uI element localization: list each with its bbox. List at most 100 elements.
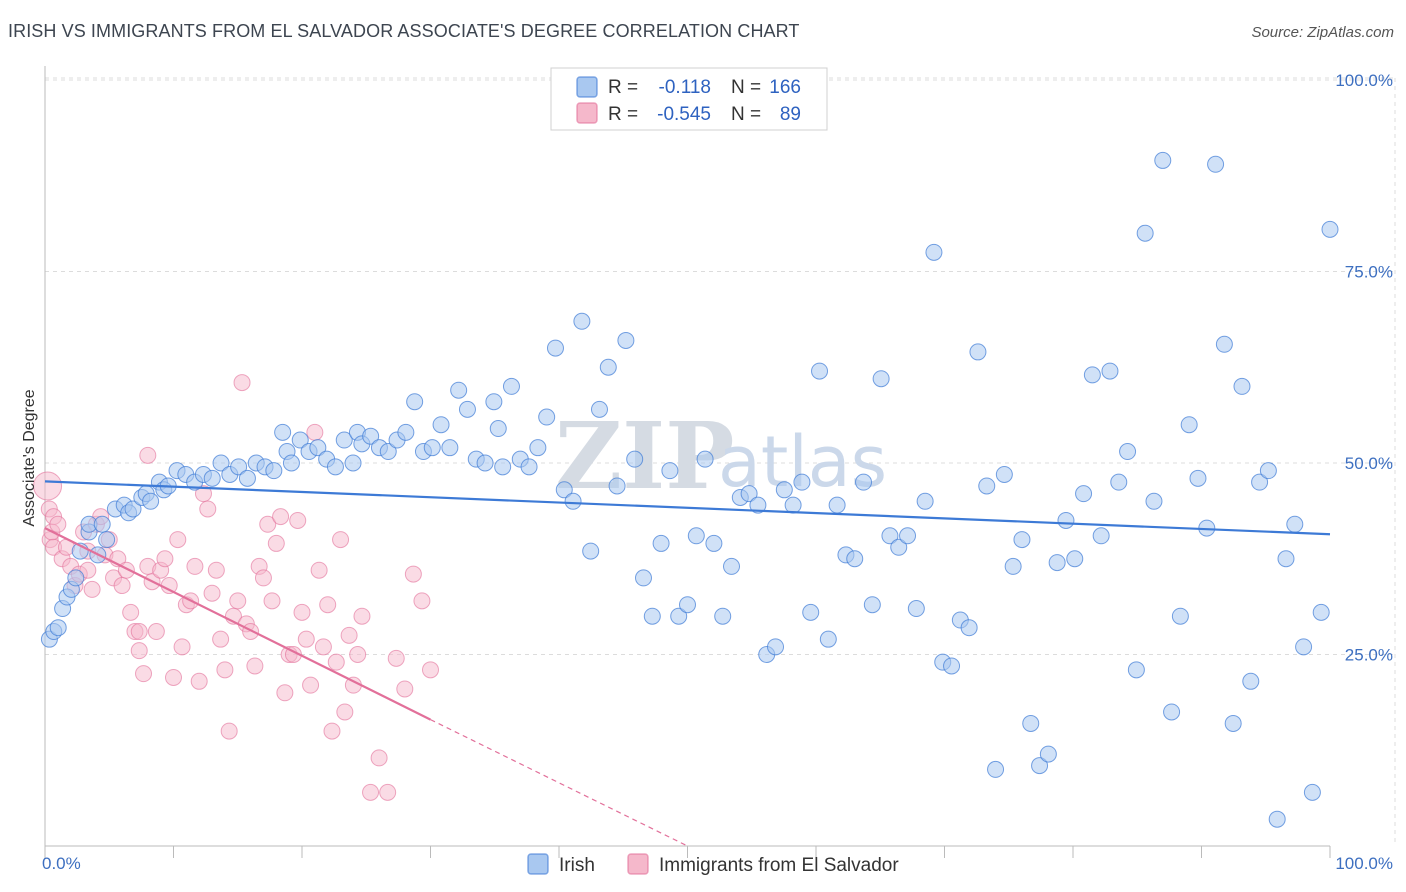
salvador-point bbox=[79, 561, 97, 579]
irish-point bbox=[1189, 469, 1207, 487]
irish-point bbox=[1233, 377, 1251, 395]
irish-point bbox=[489, 420, 507, 438]
salvador-point bbox=[83, 580, 101, 598]
irish-point bbox=[282, 454, 300, 472]
irish-point bbox=[925, 243, 943, 261]
irish-point bbox=[907, 600, 925, 618]
irish-points bbox=[40, 151, 1339, 828]
irish-point bbox=[802, 603, 820, 621]
bottom-legend-irish: Irish bbox=[559, 855, 595, 876]
irish-point bbox=[291, 431, 309, 449]
salvador-point bbox=[233, 374, 251, 392]
salvador-point bbox=[404, 565, 422, 583]
salvador-point bbox=[314, 638, 332, 656]
irish-point bbox=[1268, 810, 1286, 828]
irish-point bbox=[335, 431, 353, 449]
irish-point bbox=[1101, 362, 1119, 380]
y-tick-labels: 100.0% 75.0% 50.0% 25.0% bbox=[1335, 71, 1393, 665]
irish-point bbox=[93, 515, 111, 533]
irish-point bbox=[582, 542, 600, 560]
irish-point bbox=[890, 538, 908, 556]
irish-point bbox=[811, 362, 829, 380]
irish-point bbox=[441, 439, 459, 457]
irish-point bbox=[1083, 366, 1101, 384]
irish-point bbox=[960, 619, 978, 637]
irish-point bbox=[326, 458, 344, 476]
irish-point bbox=[476, 454, 494, 472]
watermark: ZIP atlas bbox=[555, 402, 887, 510]
salvador-point bbox=[310, 561, 328, 579]
irish-point bbox=[1277, 550, 1295, 568]
salvador-point bbox=[362, 783, 380, 801]
legend-r-label: R = bbox=[608, 104, 638, 125]
irish-point bbox=[1163, 703, 1181, 721]
salvador-point bbox=[220, 722, 238, 740]
salvador-point bbox=[387, 649, 405, 667]
axes bbox=[44, 66, 1331, 858]
legend-r-value: -0.545 bbox=[657, 104, 711, 125]
irish-point bbox=[423, 439, 441, 457]
irish-point bbox=[142, 492, 160, 510]
irish-point bbox=[1092, 527, 1110, 545]
irish-point bbox=[212, 454, 230, 472]
y-tick-label: 75.0% bbox=[1345, 263, 1393, 282]
bottom-legend-swatch-salvador bbox=[627, 853, 649, 875]
salvador-point bbox=[186, 557, 204, 575]
irish-point bbox=[1013, 531, 1031, 549]
salvador-point bbox=[160, 577, 178, 595]
irish-point bbox=[564, 492, 582, 510]
salvador-point bbox=[246, 657, 264, 675]
irish-point bbox=[679, 596, 696, 614]
salvador-point bbox=[396, 680, 414, 698]
legend-swatch-salvador bbox=[576, 102, 598, 124]
irish-point bbox=[546, 339, 564, 357]
irish-point bbox=[1154, 151, 1172, 169]
bottom-legend-salvador: Immigrants from El Salvador bbox=[659, 855, 899, 876]
salvador-point bbox=[169, 531, 187, 549]
irish-point bbox=[793, 473, 811, 491]
irish-point bbox=[1136, 224, 1154, 242]
salvador-point bbox=[302, 676, 320, 694]
irish-point bbox=[608, 477, 626, 495]
salvador-point bbox=[276, 684, 294, 702]
irish-point bbox=[670, 607, 688, 625]
irish-point bbox=[978, 477, 996, 495]
salvador-point bbox=[306, 423, 324, 441]
irish-point bbox=[661, 462, 679, 480]
irish-point bbox=[1242, 672, 1260, 690]
legend-box: R = -0.118 N = 166 R = -0.545 N = 89 bbox=[550, 67, 828, 131]
salvador-point bbox=[147, 623, 165, 641]
salvador-point bbox=[336, 703, 354, 721]
irish-point bbox=[987, 760, 1005, 778]
salvador-point bbox=[130, 642, 148, 660]
irish-point bbox=[485, 393, 503, 411]
irish-point bbox=[309, 439, 327, 457]
salvador-point bbox=[156, 550, 174, 568]
salvador-point bbox=[323, 722, 341, 740]
irish-point bbox=[1075, 485, 1093, 503]
salvador-point bbox=[293, 603, 311, 621]
irish-point bbox=[362, 427, 380, 445]
irish-point bbox=[1180, 416, 1198, 434]
salvador-point bbox=[33, 471, 63, 501]
x-tick-labels: 0.0% 100.0% bbox=[42, 854, 1393, 873]
irish-point bbox=[599, 358, 617, 376]
y-tick-label: 50.0% bbox=[1345, 454, 1393, 473]
irish-point bbox=[538, 408, 556, 426]
irish-point bbox=[1127, 661, 1145, 679]
irish-point bbox=[67, 569, 85, 587]
salvador-point bbox=[379, 783, 397, 801]
salvador-point bbox=[319, 596, 337, 614]
irish-point bbox=[969, 343, 987, 361]
irish-point bbox=[1048, 554, 1066, 572]
irish-point bbox=[520, 458, 538, 476]
irish-point bbox=[1145, 492, 1163, 510]
y-tick-label: 25.0% bbox=[1345, 646, 1393, 665]
irish-point bbox=[872, 370, 890, 388]
bottom-legend: Irish Immigrants from El Salvador bbox=[527, 853, 899, 876]
irish-point bbox=[1286, 515, 1304, 533]
salvador-point bbox=[267, 534, 285, 552]
irish-trend-line bbox=[44, 480, 1331, 536]
y-tick-label: 100.0% bbox=[1335, 71, 1393, 90]
irish-point bbox=[943, 657, 961, 675]
